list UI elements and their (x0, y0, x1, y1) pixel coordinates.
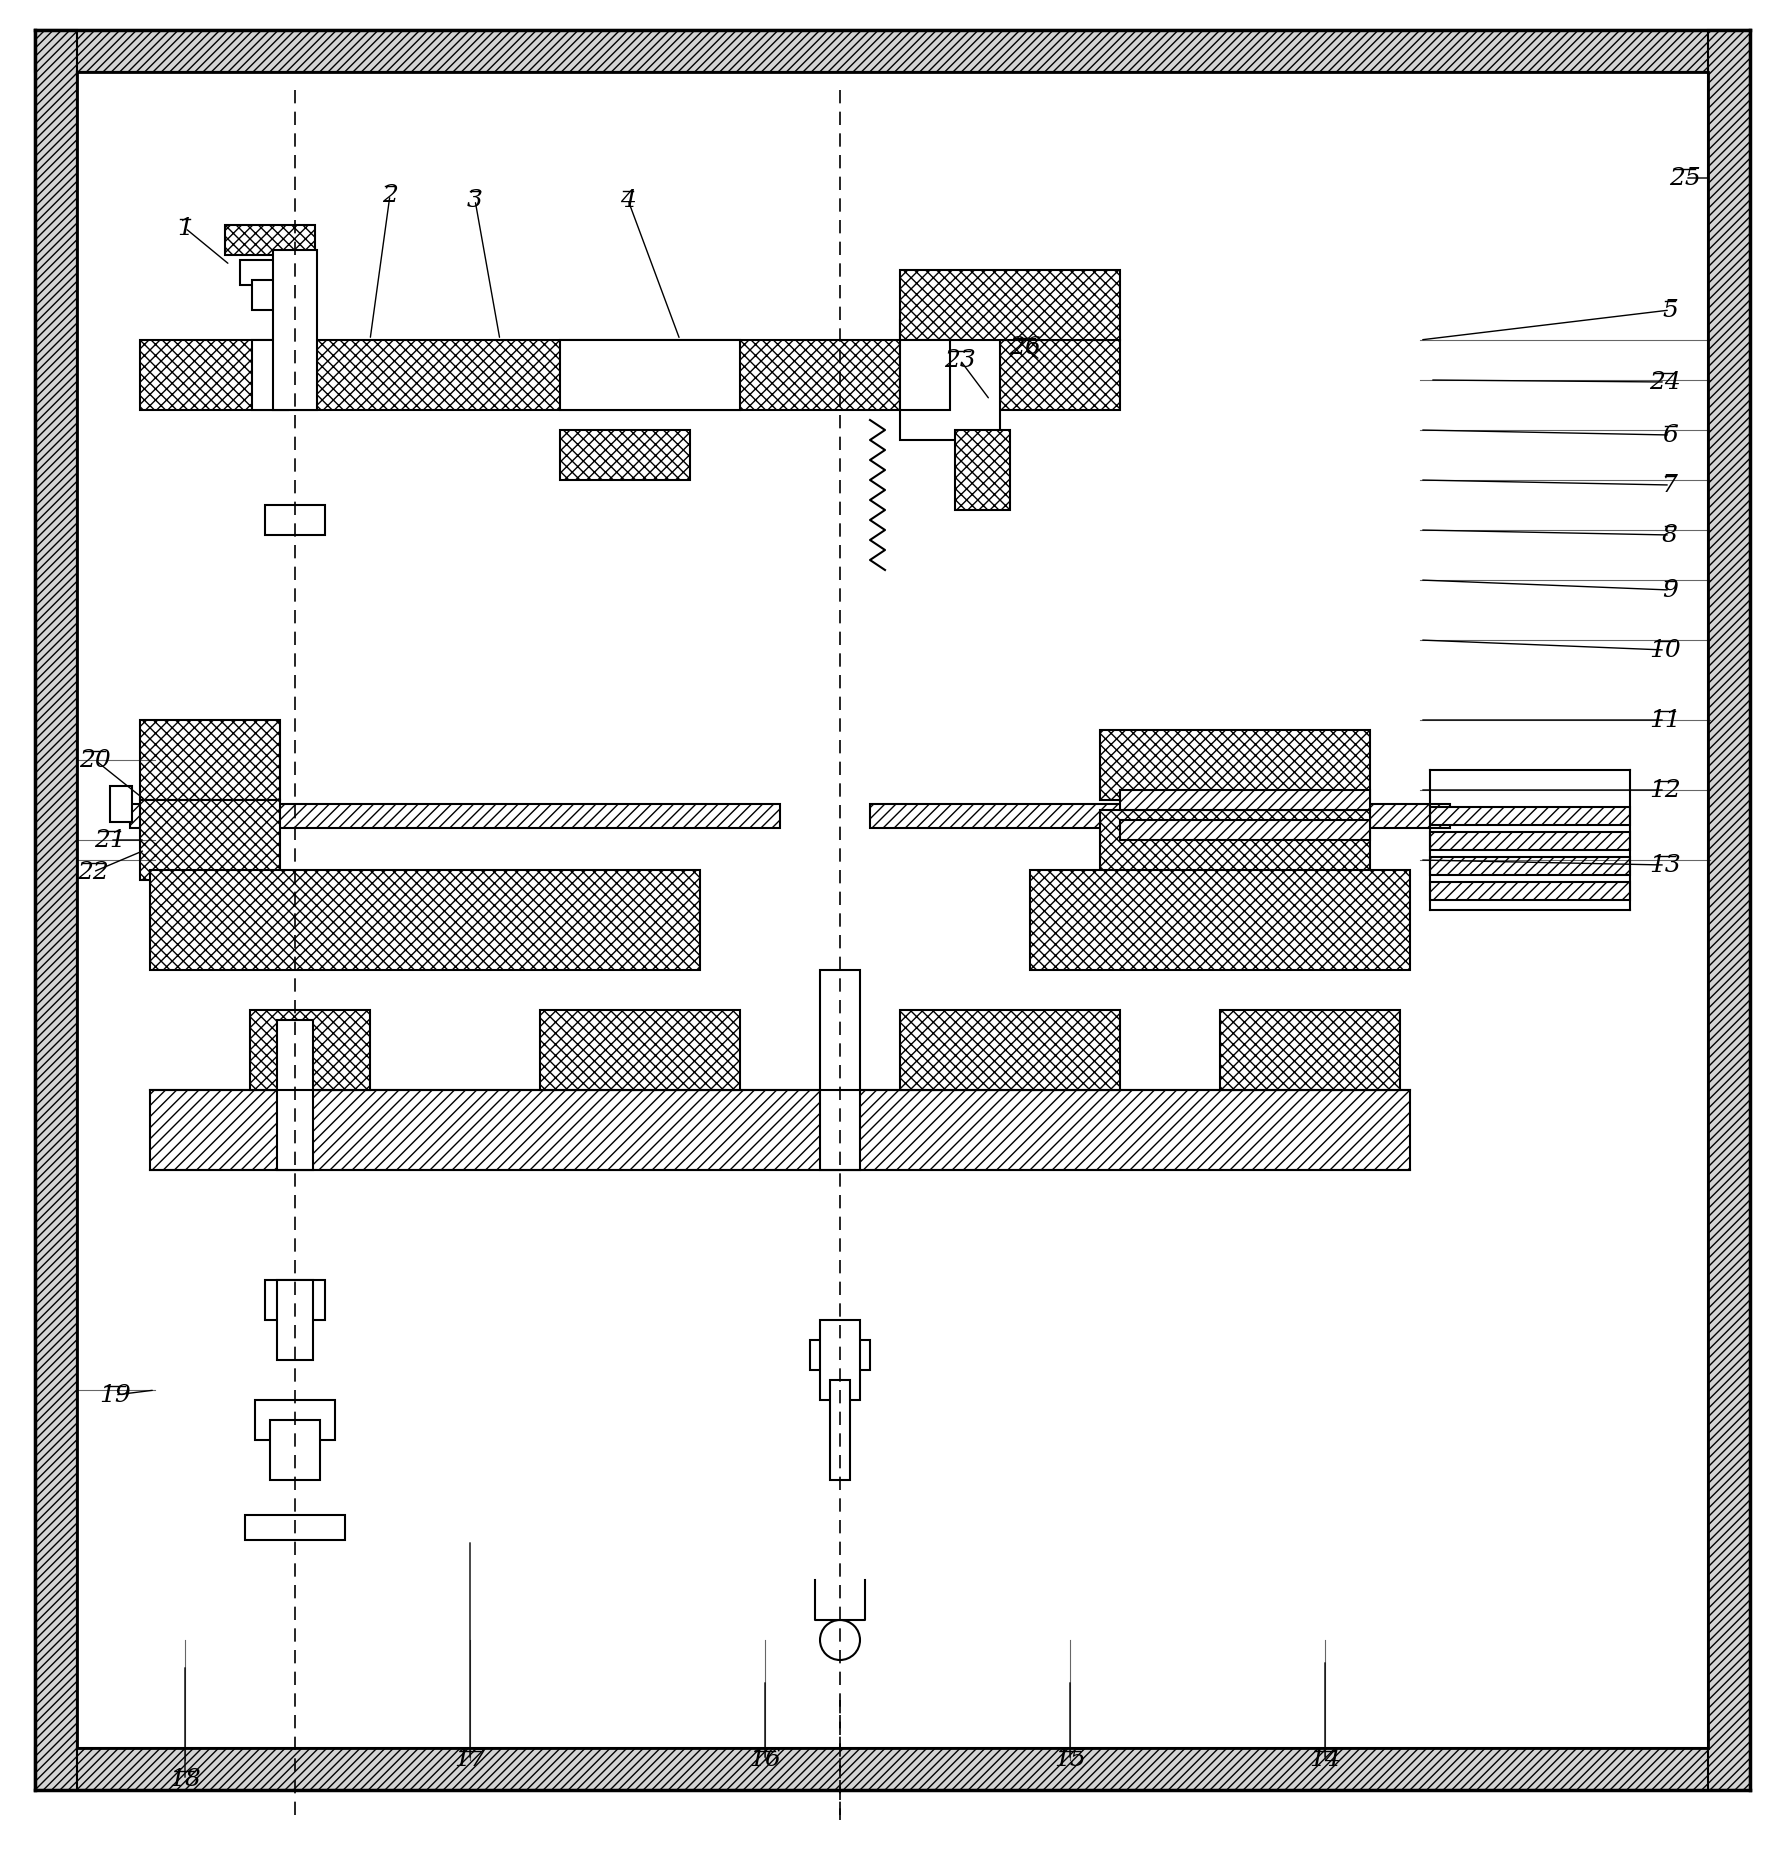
Bar (1429, 856, 1631, 875)
Bar (1121, 821, 1370, 839)
Bar (811, 1340, 870, 1369)
Bar (1707, 30, 1750, 1790)
Bar (255, 1401, 335, 1440)
Bar (36, 30, 1750, 72)
Text: 15: 15 (1055, 1749, 1085, 1771)
Bar (870, 804, 1451, 828)
Bar (273, 250, 317, 410)
Bar (150, 1090, 1410, 1169)
Bar (249, 1010, 371, 1090)
Bar (900, 339, 950, 410)
Bar (36, 30, 77, 1790)
Bar (244, 1516, 346, 1540)
Bar (36, 1747, 1750, 1790)
Text: 11: 11 (1648, 708, 1680, 732)
Bar (225, 224, 315, 256)
Text: 24: 24 (1648, 371, 1680, 393)
Text: 16: 16 (748, 1749, 781, 1771)
Bar (820, 969, 861, 1169)
Bar (830, 1380, 850, 1481)
Text: 14: 14 (1310, 1749, 1340, 1771)
Text: 22: 22 (77, 860, 109, 884)
Text: 17: 17 (454, 1749, 486, 1771)
Bar (141, 721, 280, 800)
Bar (900, 1010, 1121, 1090)
Bar (1429, 832, 1631, 851)
Bar (900, 271, 1121, 339)
Bar (150, 871, 700, 969)
Bar (276, 1280, 314, 1360)
Bar (276, 1019, 314, 1169)
Bar (271, 1419, 321, 1481)
Bar (251, 339, 289, 410)
Bar (266, 506, 324, 536)
Text: 2: 2 (381, 183, 397, 206)
Bar (1030, 871, 1410, 969)
Bar (1099, 730, 1370, 800)
Bar (1429, 808, 1631, 825)
Text: 5: 5 (1663, 298, 1679, 322)
Text: 1: 1 (176, 217, 192, 239)
Bar (540, 1010, 740, 1090)
Text: 21: 21 (94, 828, 127, 852)
Text: 25: 25 (1670, 167, 1700, 189)
Bar (820, 1319, 861, 1401)
Text: 13: 13 (1648, 854, 1680, 876)
Text: 23: 23 (944, 348, 977, 371)
Text: 6: 6 (1663, 424, 1679, 447)
Bar (110, 786, 132, 823)
Bar (1099, 810, 1370, 880)
Bar (141, 800, 280, 880)
Bar (130, 804, 781, 828)
Text: 10: 10 (1648, 639, 1680, 662)
Text: 3: 3 (467, 189, 483, 211)
Bar (1121, 789, 1370, 810)
Text: 12: 12 (1648, 778, 1680, 802)
Text: 20: 20 (78, 749, 110, 771)
Bar (560, 339, 740, 410)
Bar (1221, 1010, 1401, 1090)
Text: 18: 18 (169, 1768, 201, 1792)
Bar (900, 321, 1000, 439)
Text: 26: 26 (1009, 335, 1041, 358)
Text: 8: 8 (1663, 524, 1679, 547)
Bar (560, 430, 690, 480)
Text: 19: 19 (100, 1384, 130, 1406)
Bar (251, 280, 289, 309)
Text: 4: 4 (620, 189, 636, 211)
Bar (141, 339, 1121, 410)
Bar (241, 259, 299, 285)
Bar (1429, 882, 1631, 901)
Text: 7: 7 (1663, 474, 1679, 497)
Bar (955, 430, 1010, 510)
Text: 9: 9 (1663, 578, 1679, 602)
Bar (266, 1280, 324, 1319)
